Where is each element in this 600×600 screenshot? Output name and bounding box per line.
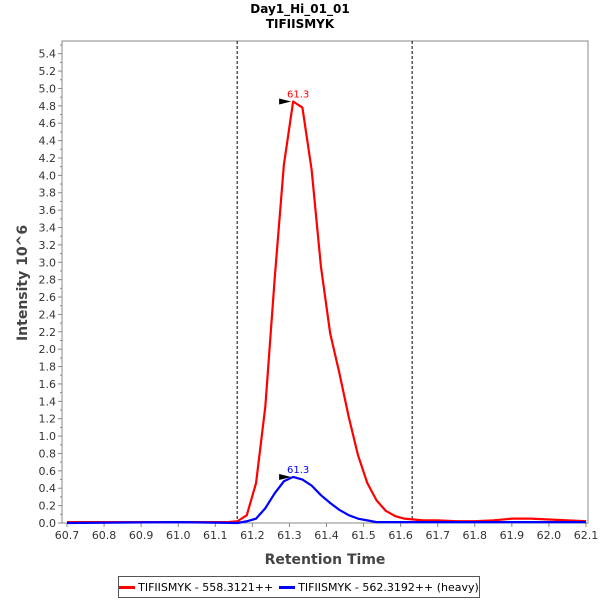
- y-tick-label: 0.8: [39, 447, 57, 460]
- y-tick-label: 1.0: [39, 430, 57, 443]
- series-line-0: [67, 100, 587, 524]
- series-line-1: [66, 475, 586, 525]
- y-tick-label: 0.4: [39, 482, 57, 495]
- chart-title: Day1_Hi_01_01: [250, 2, 349, 17]
- y-tick-label: 1.4: [39, 395, 57, 408]
- x-tick-label: 61.1: [203, 529, 228, 542]
- y-tick-label: 5.2: [39, 65, 57, 78]
- x-tick-label: 62.0: [537, 529, 562, 542]
- y-tick-label: 3.6: [39, 204, 57, 217]
- y-tick-label: 3.0: [39, 256, 57, 269]
- x-tick-label: 61.5: [351, 529, 376, 542]
- y-tick-label: 2.0: [39, 343, 57, 356]
- x-tick-label: 61.4: [314, 529, 339, 542]
- legend-swatch: [119, 586, 136, 589]
- x-tick-label: 61.8: [463, 529, 488, 542]
- y-tick-label: 4.2: [39, 152, 57, 165]
- y-tick-label: 0.6: [39, 465, 57, 478]
- y-tick-label: 4.0: [39, 169, 57, 182]
- y-tick-label: 5.0: [39, 82, 57, 95]
- y-tick-label: 2.8: [39, 274, 57, 287]
- legend-item-heavy: TIFIISMYK - 562.3192++ (heavy): [279, 581, 479, 594]
- y-axis-label: Intensity 10^6: [15, 225, 31, 341]
- peak-label: 61.3: [287, 465, 309, 476]
- x-tick-label: 61.0: [166, 529, 191, 542]
- legend-swatch: [279, 586, 296, 589]
- x-axis-label: Retention Time: [265, 552, 386, 568]
- y-tick-label: 0.0: [39, 517, 57, 530]
- legend-label: TIFIISMYK - 562.3192++ (heavy): [298, 580, 479, 594]
- peak-label: 61.3: [287, 89, 309, 100]
- legend-item-light: TIFIISMYK - 558.3121++: [119, 581, 273, 594]
- y-tick-label: 3.2: [39, 239, 57, 252]
- y-tick-label: 2.6: [39, 291, 57, 304]
- x-tick-label: 61.6: [388, 529, 413, 542]
- y-tick-label: 2.2: [39, 326, 57, 339]
- peak-marker-icon: [279, 98, 292, 105]
- x-tick-label: 60.9: [129, 529, 154, 542]
- chart-svg: Day1_Hi_01_01 TIFIISMYK Retention Time I…: [15, 2, 599, 568]
- legend: TIFIISMYK - 558.3121++ TIFIISMYK - 562.3…: [118, 576, 480, 598]
- y-tick-label: 3.8: [39, 187, 57, 200]
- x-tick-label: 61.2: [240, 529, 265, 542]
- x-tick-label: 62.1: [574, 529, 599, 542]
- x-tick-label: 60.7: [55, 529, 80, 542]
- y-tick-label: 5.4: [39, 48, 57, 61]
- y-tick-label: 3.4: [39, 222, 57, 235]
- y-tick-label: 4.6: [39, 117, 57, 130]
- y-tick-label: 2.4: [39, 308, 57, 321]
- legend-label: TIFIISMYK - 558.3121++: [138, 580, 274, 594]
- x-tick-label: 60.8: [92, 529, 117, 542]
- y-tick-label: 1.6: [39, 378, 57, 391]
- y-tick-label: 0.2: [39, 500, 57, 513]
- plot-area: [61, 40, 589, 524]
- y-tick-label: 4.4: [39, 135, 57, 148]
- chart-subtitle: TIFIISMYK: [266, 17, 335, 31]
- peak-marker-icon: [279, 473, 292, 480]
- x-tick-label: 61.9: [500, 529, 525, 542]
- x-tick-label: 61.3: [277, 529, 302, 542]
- y-tick-label: 4.8: [39, 100, 57, 113]
- y-tick-label: 1.2: [39, 413, 57, 426]
- x-tick-label: 61.7: [425, 529, 450, 542]
- y-tick-label: 1.8: [39, 361, 57, 374]
